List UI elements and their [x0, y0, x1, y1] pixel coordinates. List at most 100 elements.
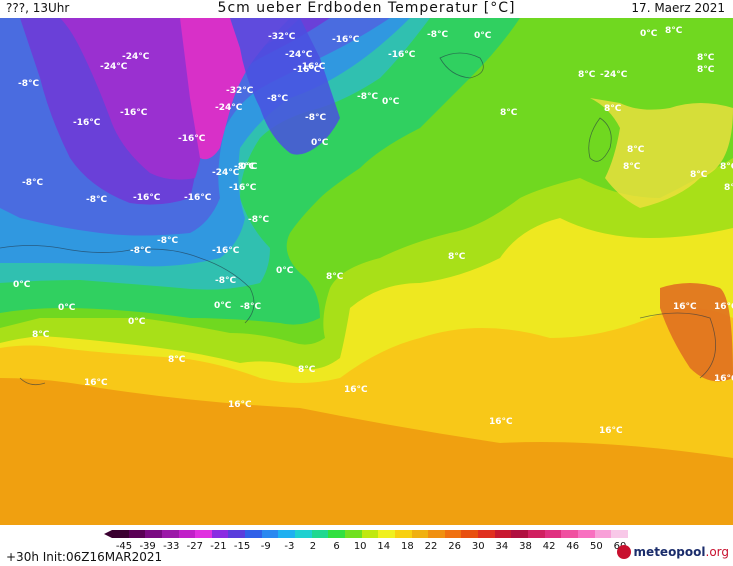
- legend-tick: 10: [353, 541, 367, 552]
- temperature-label: 16°C: [344, 385, 368, 395]
- legend-tick: 38: [519, 541, 532, 552]
- temperature-label: -16°C: [229, 183, 257, 193]
- legend-tick: 18: [401, 541, 414, 552]
- temperature-label: 0°C: [640, 29, 658, 39]
- temperature-label: 16°C: [489, 417, 513, 427]
- coastline-iberia: [639, 312, 716, 379]
- temperature-label: -32°C: [226, 86, 254, 96]
- legend-color-step: [394, 530, 412, 538]
- legend-color-step: [178, 530, 196, 538]
- temperature-label: 8°C: [690, 170, 708, 180]
- temperature-label: 16°C: [84, 378, 108, 388]
- temperature-label: 8°C: [448, 252, 466, 262]
- temperature-label: -24°C: [215, 103, 243, 113]
- temperature-label: 0°C: [128, 317, 146, 327]
- temperature-label: -8°C: [248, 215, 269, 225]
- temperature-label: -8°C: [157, 236, 178, 246]
- legend-tick: 42: [542, 541, 556, 552]
- temperature-label: 0°C: [311, 138, 329, 148]
- temperature-label: 8°C: [168, 355, 186, 365]
- brand-name: meteopool: [633, 545, 706, 559]
- temperature-label: 16°C: [228, 400, 252, 410]
- temperature-label: -8°C: [240, 302, 261, 312]
- temperature-label: -16°C: [184, 193, 212, 203]
- temperature-label: 8°C: [500, 108, 518, 118]
- legend-color-step: [478, 530, 495, 538]
- legend-color-step: [361, 530, 379, 538]
- temperature-label: -8°C: [357, 92, 378, 102]
- legend-tick: 14: [377, 541, 391, 552]
- temperature-label: 8°C: [697, 65, 715, 75]
- temperature-label: -8°C: [234, 162, 255, 172]
- legend-tick: -39: [139, 541, 156, 552]
- date-label: 17. Maerz 2021: [631, 1, 725, 15]
- temperature-label: -16°C: [133, 193, 161, 203]
- temperature-label: -8°C: [86, 195, 107, 205]
- legend-color-step: [511, 530, 529, 538]
- temperature-label: 8°C: [697, 53, 715, 63]
- legend-color-step: [461, 530, 479, 538]
- legend-tick: 2: [309, 541, 317, 552]
- legend-tick: -9: [260, 541, 271, 552]
- temperature-label: 8°C: [724, 183, 733, 193]
- legend-color-step: [561, 530, 578, 538]
- coastline-iceland: [439, 52, 484, 79]
- legend-tick: 6: [333, 541, 340, 552]
- temperature-label: -16°C: [212, 246, 240, 256]
- temperature-label: 8°C: [627, 145, 645, 155]
- temperature-label: 8°C: [665, 26, 683, 36]
- legend-color-step: [128, 530, 146, 538]
- legend-color-step: [494, 530, 512, 538]
- legend-color-step: [328, 530, 345, 538]
- brand-logo[interactable]: meteopool .org: [616, 545, 730, 559]
- map-title: 5cm ueber Erdboden Temperatur [°C]: [217, 0, 516, 16]
- coastline-britain: [588, 117, 612, 162]
- legend-tick: 26: [448, 541, 462, 552]
- legend-tick: -33: [163, 541, 180, 552]
- legend-tick: 46: [566, 541, 580, 552]
- color-scale-legend: -45 -39 -33 -27 -21 -15 -9 -3 2 6 10 14 18 22 26 30 34 38…: [104, 530, 628, 553]
- legend-color-step: [411, 530, 429, 538]
- legend-color-step: [344, 530, 362, 538]
- temperature-label: -16°C: [293, 65, 321, 75]
- temperature-label: -24°C: [212, 168, 240, 178]
- legend-min-arrow: [104, 530, 112, 538]
- temperature-label: -16°C: [298, 62, 326, 72]
- legend-color-step: [211, 530, 229, 538]
- temperature-map-svg: -32°C-24°C-24°C-16°C-16°C-8°C 0°C 0°C 8°C8°…: [0, 18, 733, 525]
- legend-color-step: [261, 530, 279, 538]
- temperature-label: 8°C: [604, 104, 622, 114]
- temperature-label: 0°C: [276, 266, 294, 276]
- legend-tick: -27: [186, 541, 204, 552]
- magenta-zone: [180, 18, 290, 160]
- temperature-labels: -32°C-24°C-24°C-16°C-16°C-8°C 0°C 0°C 8°C8°…: [13, 26, 733, 436]
- temperature-label: 0°C: [13, 280, 31, 290]
- temperature-label: -8°C: [18, 79, 39, 89]
- temperature-label: -16°C: [332, 35, 360, 45]
- legend-tick: 22: [424, 541, 438, 552]
- temperature-label: 16°C: [714, 302, 733, 312]
- temperature-label: -16°C: [120, 108, 148, 118]
- brand-tld: .org: [705, 545, 730, 559]
- temperature-label: 8°C: [326, 272, 344, 282]
- legend-color-step: [295, 530, 312, 538]
- legend-color-step: [444, 530, 462, 538]
- legend-color-step: [577, 530, 595, 538]
- legend-color-step: [228, 530, 246, 538]
- legend-color-step: [528, 530, 545, 538]
- legend-color-step: [544, 530, 562, 538]
- legend-tick: -15: [233, 541, 251, 552]
- temperature-label: -16°C: [73, 118, 101, 128]
- temperature-label: -8°C: [305, 113, 326, 123]
- temperature-label: -8°C: [267, 94, 288, 104]
- legend-tick: 50: [590, 541, 603, 552]
- legend-color-step: [594, 530, 612, 538]
- forecast-info: +30h Init:06Z16MAR2021: [6, 550, 163, 564]
- legend-tick-labels: -45 -39 -33 -27 -21 -15 -9 -3 2 6 10 14 18 22 26 30 34 38…: [104, 541, 628, 553]
- temperature-label: -24°C: [122, 52, 150, 62]
- legend-tick: 30: [471, 541, 485, 552]
- temperature-label: 16°C: [673, 302, 697, 312]
- temperature-label: -8°C: [427, 30, 448, 40]
- legend-color-step: [311, 530, 329, 538]
- temperature-label: 8°C: [720, 162, 733, 172]
